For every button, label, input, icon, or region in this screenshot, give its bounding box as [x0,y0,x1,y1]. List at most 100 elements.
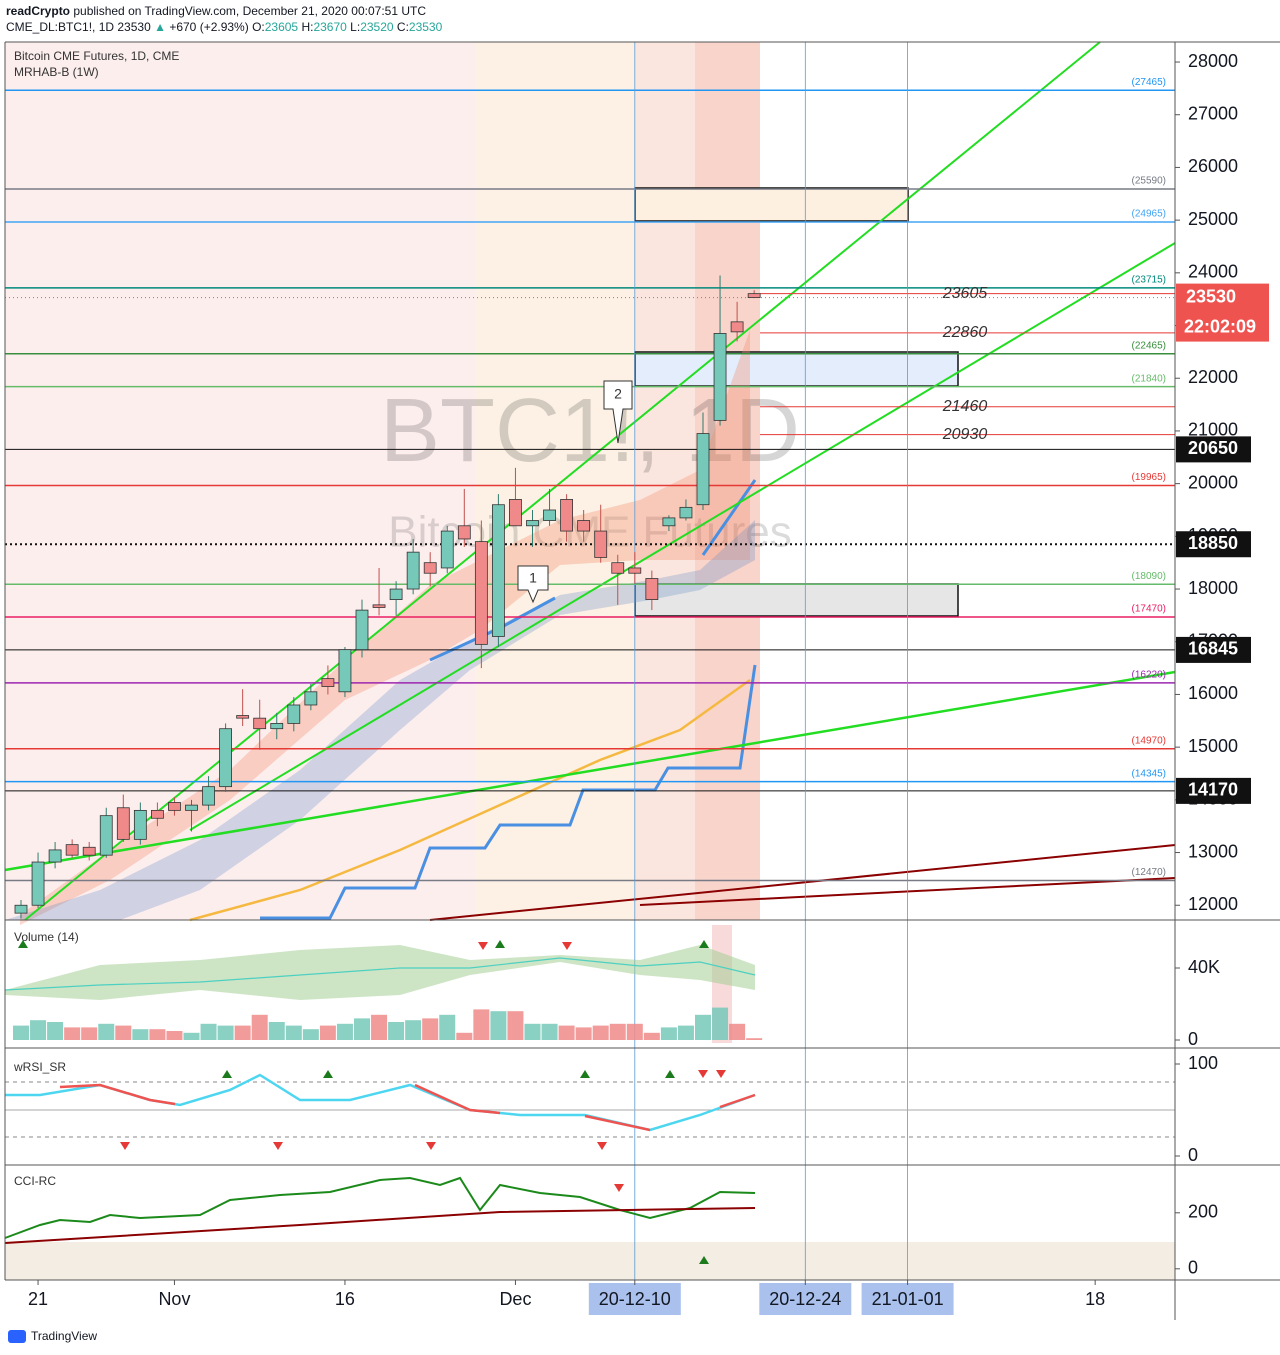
volume-bar [388,1022,405,1040]
callout-box [517,565,549,604]
x-tick-label: Dec [499,1289,531,1309]
signal-down [426,1142,436,1150]
y-tick-label: 15000 [1188,736,1238,756]
volume-bar [626,1023,643,1040]
level-label: (27465) [1132,77,1166,88]
candle-body [406,551,420,590]
footer-text: TradingView [31,1329,97,1343]
ohlc-label: L: [350,20,360,34]
volume-bar [643,1032,660,1040]
watermark-sub: Bitcoin CME Futures [388,508,791,557]
volume-bar [13,1025,29,1040]
y-tick-label: 16000 [1188,683,1238,703]
pane-title: Volume (14) [14,930,79,944]
signal-up [18,940,28,948]
y-tick-label: 27000 [1188,103,1238,123]
volume-bar [729,1023,746,1040]
candle-body [372,604,386,608]
candle-body [48,849,62,863]
volume-bar [302,1029,319,1040]
candle-body [457,525,471,540]
candle-body [355,609,369,651]
cci-band [5,1242,1175,1280]
candle-body [696,433,710,506]
level-label: (23715) [1132,274,1166,285]
candle-body [168,802,181,811]
volume-bar [200,1023,217,1040]
pane-title: wRSI_SR [13,1060,66,1074]
candle-body [423,562,437,574]
zone-box [634,187,909,222]
candle-body [679,506,693,519]
y-tick-label: 18000 [1188,578,1238,598]
volume-bar [64,1027,81,1040]
volume-bar [115,1025,132,1040]
y-tick-label: 21000 [1188,420,1238,440]
x-tick-label: 21 [28,1289,48,1309]
y-tick-label: 26000 [1188,156,1238,176]
volume-bar [98,1023,115,1040]
cci-line [4,1176,756,1239]
volume-bar [268,1022,285,1040]
candle-body [730,321,744,333]
candle-body [31,861,45,906]
candle-body [99,815,113,856]
price-tag [1176,436,1251,463]
ma-line [189,678,751,922]
candle-body [321,678,335,687]
y-tick-label: 22000 [1188,367,1238,387]
signal-up [580,1070,590,1078]
candle-body [116,807,130,840]
signal-down [597,1142,607,1150]
y-tick-label: 200 [1188,1202,1218,1222]
signal-up [495,940,505,948]
candle-body [645,578,659,600]
volume-bar [473,1009,490,1040]
candle-body [440,530,454,569]
ma-band [20,330,750,925]
volume-bar [541,1023,558,1040]
volume-bar [217,1025,234,1040]
volume-bar [336,1023,353,1040]
signal-up [699,1256,709,1264]
x-tick-label: 20-12-24 [769,1289,841,1309]
signal-up [323,1070,333,1078]
level-label: (16220) [1132,669,1166,680]
candle-body [526,520,539,527]
ohlc-label: H: [301,20,313,34]
level-label: (14345) [1132,768,1166,779]
volume-bar [558,1025,575,1040]
watermark-group: BTC1!, 1D Bitcoin CME Futures [380,381,800,557]
candle-body [509,499,522,527]
volume-bar [456,1032,473,1040]
volume-bar [149,1029,166,1040]
candles [13,275,763,1040]
y-tick-label: 12000 [1188,894,1238,914]
frame [4,41,1280,1320]
rsi-line [5,1073,756,1132]
candle-body [270,723,284,730]
indicators [4,940,1175,1264]
note-label: 23605 [942,285,988,302]
candle-body [611,562,625,574]
trend-line [4,670,1176,872]
candle-body [662,517,676,527]
y-tick-label: 24000 [1188,262,1238,282]
volume-bar [30,1020,47,1040]
candle-body [253,717,267,730]
candle-body [150,809,164,819]
rsi-line-down [719,1093,756,1109]
y-tick-label: 0 [1188,1029,1198,1049]
last-price-label: 23530 [1186,286,1236,306]
candle-body [560,499,573,532]
candle-body [133,809,147,840]
cci-signal [4,1207,756,1244]
x-tick-label: Nov [158,1289,190,1309]
signal-up [222,1070,232,1078]
x-tick-highlight [588,1283,681,1315]
watermark: BTC1!, 1D [380,381,800,481]
callouts: 1 2 [517,380,633,604]
note-label: 21460 [942,398,988,415]
ohlc-label: O: [252,20,265,34]
